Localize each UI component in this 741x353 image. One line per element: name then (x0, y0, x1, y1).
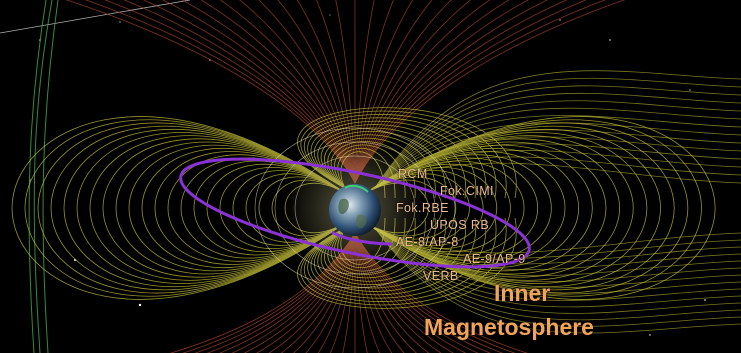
title-line-1: Inner (494, 280, 551, 306)
orbit-front-segment (331, 230, 393, 246)
title-line-2: Magnetosphere (424, 314, 594, 340)
label-fok-cimi: Fok.CIMI (440, 184, 494, 198)
diagonal-line (0, 0, 191, 34)
label-fok-rbe: Fok.RBE (396, 201, 449, 215)
label-rcm: RCM (398, 167, 428, 181)
label-verb: VERB (423, 269, 459, 283)
label-ae8-ap8: AE-8/AP-8 (396, 235, 459, 249)
orbit-ellipse (179, 157, 531, 269)
earth-icon (329, 184, 381, 236)
label-ae9-ap9: AE-9/AP-9 (463, 252, 526, 266)
label-upos-rb: UPOS RB (430, 218, 490, 232)
magnetopause-lines (28, 0, 59, 353)
magnetotail-lines (374, 70, 741, 334)
